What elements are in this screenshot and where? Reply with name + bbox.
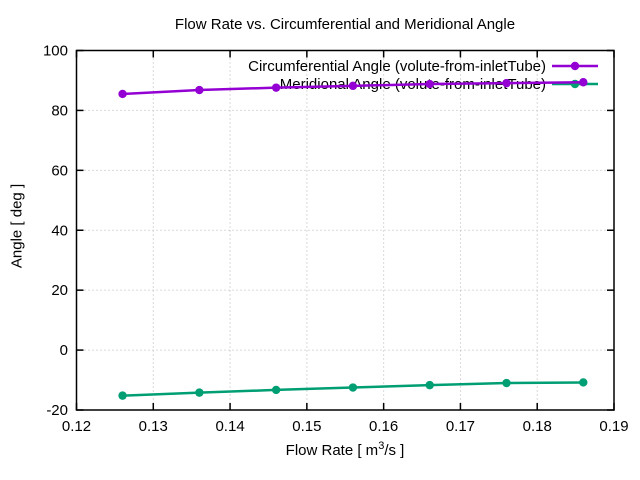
x-tick-label: 0.12 [62, 418, 91, 435]
x-tick-label: 0.19 [599, 418, 628, 435]
x-axis-title-units: /s ] [384, 442, 405, 459]
data-point-marker [502, 378, 511, 388]
data-point-marker [118, 89, 127, 99]
x-tick-label: 0.18 [523, 418, 552, 435]
y-tick-label: 20 [51, 282, 68, 299]
data-point-marker [271, 385, 281, 395]
chart-title: Flow Rate vs. Circumferential and Meridi… [174, 16, 516, 33]
x-axis-title: Flow Rate [ m3/s ] [76, 440, 614, 459]
legend-sample-marker [570, 61, 580, 71]
data-point-marker [271, 83, 281, 92]
x-tick-label: 0.16 [369, 418, 398, 435]
x-axis-title-text: Flow Rate [ m [285, 442, 379, 459]
x-axis-title-superscript: 3 [378, 440, 385, 452]
x-tick-label: 0.14 [215, 418, 244, 435]
y-tick-label: 60 [51, 162, 68, 179]
x-tick-label: 0.17 [446, 418, 475, 435]
y-tick-label: 0 [60, 342, 68, 359]
data-point-marker [348, 81, 358, 91]
y-tick-label: 100 [43, 43, 68, 60]
data-point-marker [502, 78, 511, 88]
data-point-marker [425, 380, 434, 390]
data-point-marker [425, 79, 434, 89]
y-tick-label: -20 [46, 402, 68, 419]
x-tick-label: 0.15 [292, 418, 321, 435]
data-point-marker [118, 391, 127, 400]
data-point-marker [195, 388, 204, 397]
data-point-marker [195, 85, 204, 95]
x-tick-label: 0.13 [139, 418, 168, 435]
legend-label: Circumferential Angle (volute-from-inlet… [248, 58, 546, 75]
legend-sample-marker [570, 79, 580, 89]
y-tick-label: 80 [51, 102, 68, 119]
y-tick-label: 40 [51, 222, 68, 239]
data-point-marker [579, 378, 588, 387]
data-point-marker [348, 383, 358, 392]
data-point-marker [579, 78, 588, 87]
